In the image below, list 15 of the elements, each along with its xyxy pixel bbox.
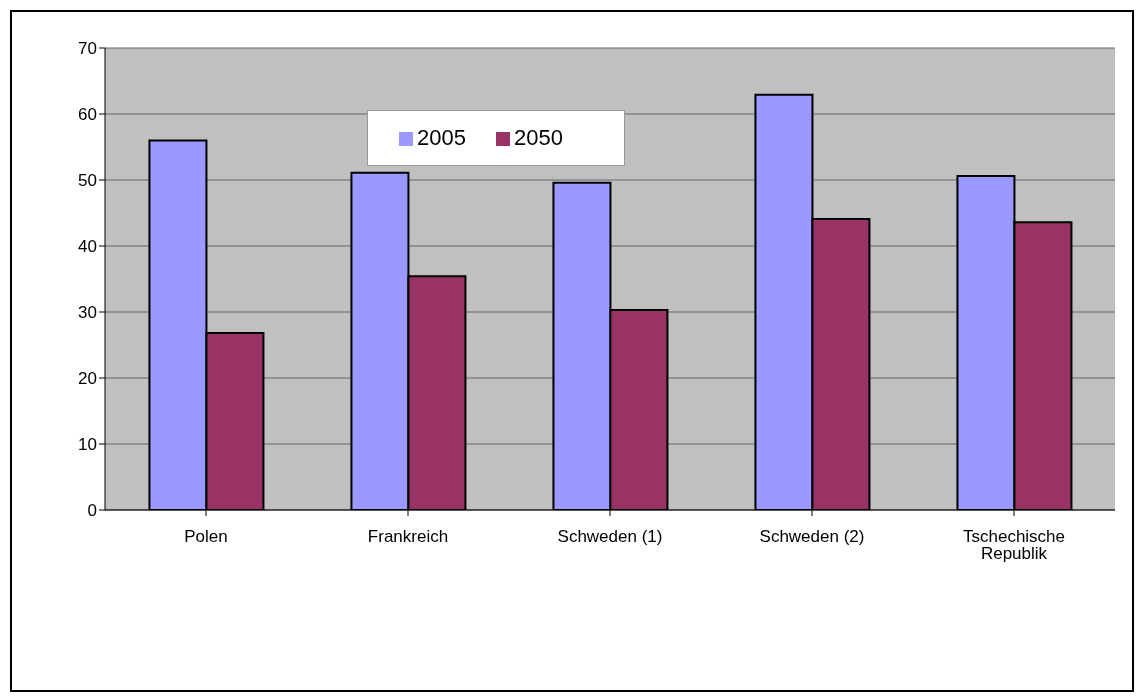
y-tick-label: 50: [78, 171, 97, 191]
x-tick-label: Tschechische Republik: [962, 527, 1066, 564]
x-tick-label: Schweden (2): [759, 527, 865, 547]
legend-label: 2050: [514, 125, 563, 150]
legend-label: 2005: [417, 125, 466, 150]
y-tick-label: 0: [87, 501, 97, 521]
y-tick-label: 40: [78, 237, 97, 257]
x-tick-label: Schweden (1): [557, 527, 663, 547]
x-tick-label: Polen: [184, 527, 228, 547]
y-tick-label: 30: [78, 303, 97, 323]
y-tick-label: 70: [78, 39, 97, 59]
y-tick-label: 10: [78, 435, 97, 455]
y-tick-label: 20: [78, 369, 97, 389]
y-tick-label: 60: [78, 105, 97, 125]
x-tick-label: Frankreich: [367, 527, 449, 547]
